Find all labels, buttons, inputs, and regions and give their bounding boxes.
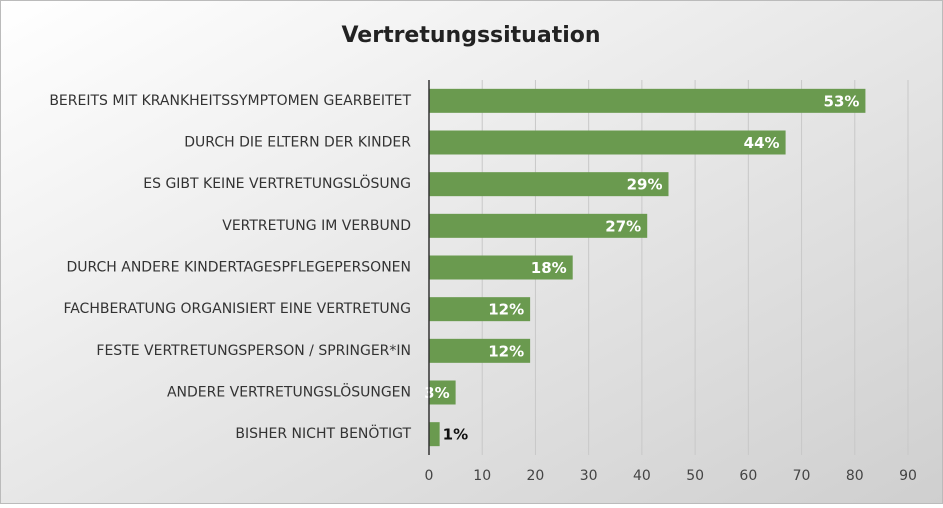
y-tick-label: FACHBERATUNG ORGANISIERT EINE VERTRETUNG (63, 301, 411, 317)
y-tick-label: FESTE VERTRETUNGSPERSON / SPRINGER*IN (96, 343, 411, 359)
value-label: 12% (488, 342, 524, 360)
value-label: 44% (744, 134, 780, 152)
x-tick-label: 60 (739, 468, 757, 484)
x-tick-label: 0 (425, 468, 434, 484)
value-label: 53% (824, 92, 860, 110)
bar (429, 213, 648, 238)
bar (429, 422, 440, 447)
value-label: 12% (488, 301, 524, 319)
value-label: 1% (443, 426, 468, 444)
bar (429, 380, 456, 405)
bar (429, 172, 669, 197)
y-tick-label: ES GIBT KEINE VERTRETUNGSLÖSUNG (143, 174, 411, 192)
y-tick-label: ANDERE VERTRETUNGSLÖSUNGEN (167, 383, 411, 401)
value-label: 18% (531, 259, 567, 277)
x-tick-label: 70 (793, 468, 811, 484)
x-tick-label: 30 (580, 468, 598, 484)
value-label: 3% (424, 384, 449, 402)
value-label: 27% (605, 217, 641, 235)
bar (429, 130, 786, 155)
bar (429, 338, 531, 363)
x-tick-label: 20 (527, 468, 545, 484)
chart-title: Vertretungssituation (341, 23, 600, 48)
y-tick-label: VERTRETUNG IM VERBUND (222, 218, 411, 234)
value-label: 29% (627, 176, 663, 194)
bar (429, 88, 866, 113)
bar (429, 255, 573, 280)
y-tick-label: BISHER NICHT BENÖTIGT (235, 424, 411, 442)
y-tick-label: DURCH ANDERE KINDERTAGESPFLEGEPERSONEN (66, 260, 411, 276)
x-tick-label: 40 (633, 468, 651, 484)
x-tick-label: 10 (473, 468, 491, 484)
bar (429, 297, 531, 322)
x-tick-label: 50 (686, 468, 704, 484)
x-tick-label: 90 (899, 468, 917, 484)
y-tick-label: BEREITS MIT KRANKHEITSSYMPTOMEN GEARBEIT… (49, 93, 411, 109)
y-tick-label: DURCH DIE ELTERN DER KINDER (184, 135, 411, 151)
x-tick-label: 80 (846, 468, 864, 484)
